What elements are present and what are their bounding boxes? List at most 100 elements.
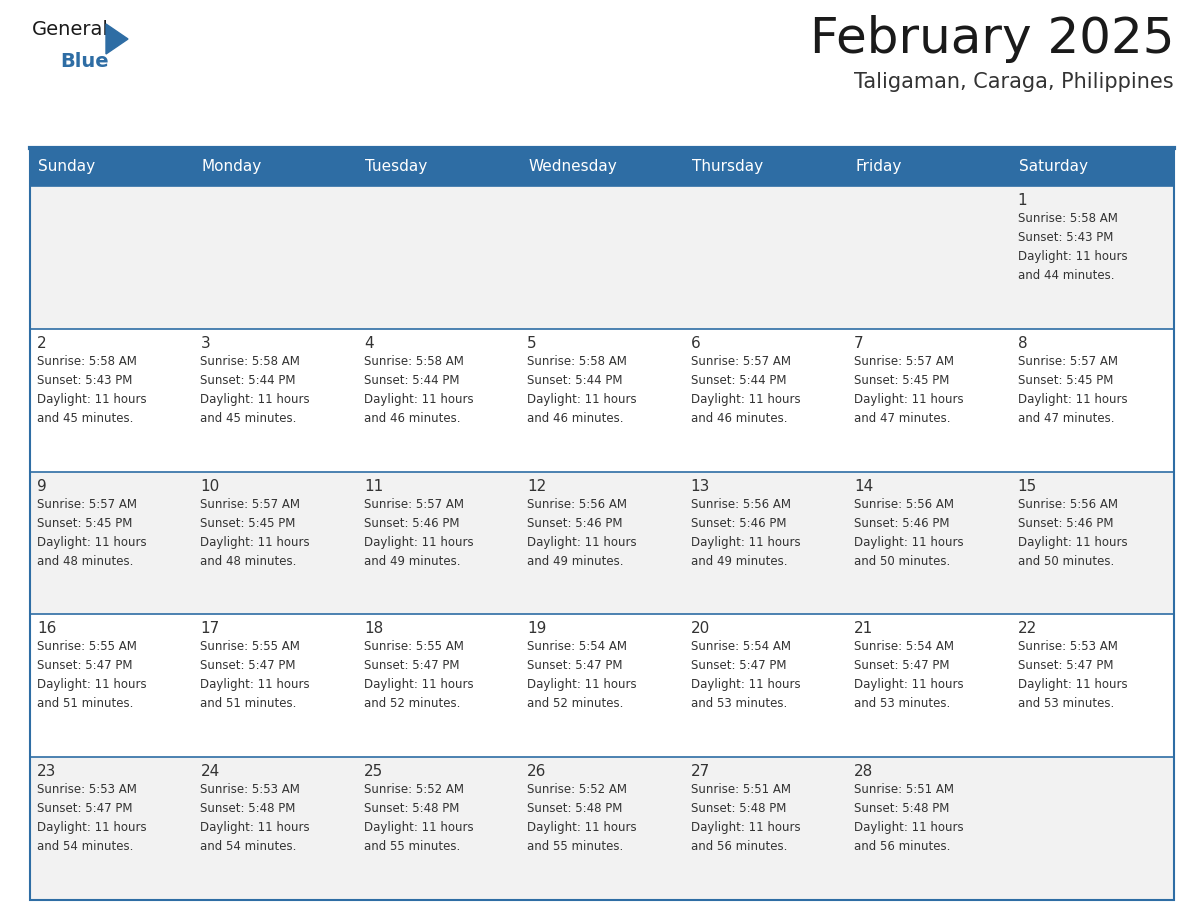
Text: and 48 minutes.: and 48 minutes. bbox=[201, 554, 297, 567]
Text: Daylight: 11 hours: Daylight: 11 hours bbox=[37, 678, 146, 691]
Text: Tuesday: Tuesday bbox=[365, 160, 428, 174]
Text: Sunset: 5:47 PM: Sunset: 5:47 PM bbox=[690, 659, 786, 672]
Text: Sunset: 5:47 PM: Sunset: 5:47 PM bbox=[527, 659, 623, 672]
Text: Sunrise: 5:56 AM: Sunrise: 5:56 AM bbox=[1018, 498, 1118, 510]
Text: Sunset: 5:47 PM: Sunset: 5:47 PM bbox=[854, 659, 949, 672]
Text: 2: 2 bbox=[37, 336, 46, 351]
Text: Sunset: 5:44 PM: Sunset: 5:44 PM bbox=[527, 374, 623, 386]
Text: Sunrise: 5:54 AM: Sunrise: 5:54 AM bbox=[527, 641, 627, 654]
Text: 6: 6 bbox=[690, 336, 701, 351]
Text: Daylight: 11 hours: Daylight: 11 hours bbox=[364, 535, 474, 549]
Text: 25: 25 bbox=[364, 764, 383, 779]
Bar bbox=[30, 757, 1174, 900]
Text: Sunset: 5:43 PM: Sunset: 5:43 PM bbox=[1018, 231, 1113, 244]
Text: Daylight: 11 hours: Daylight: 11 hours bbox=[527, 822, 637, 834]
Text: Sunrise: 5:58 AM: Sunrise: 5:58 AM bbox=[1018, 212, 1118, 225]
Text: Wednesday: Wednesday bbox=[529, 160, 617, 174]
Text: 1: 1 bbox=[1018, 193, 1028, 208]
Text: 12: 12 bbox=[527, 478, 546, 494]
Text: Sunset: 5:44 PM: Sunset: 5:44 PM bbox=[201, 374, 296, 386]
Text: Friday: Friday bbox=[855, 160, 902, 174]
Text: February 2025: February 2025 bbox=[809, 15, 1174, 63]
Text: 10: 10 bbox=[201, 478, 220, 494]
Text: and 55 minutes.: and 55 minutes. bbox=[527, 840, 624, 853]
Text: and 56 minutes.: and 56 minutes. bbox=[690, 840, 788, 853]
Text: Sunset: 5:45 PM: Sunset: 5:45 PM bbox=[854, 374, 949, 386]
Text: General: General bbox=[32, 20, 109, 39]
Text: Sunset: 5:48 PM: Sunset: 5:48 PM bbox=[854, 802, 949, 815]
Text: Sunrise: 5:58 AM: Sunrise: 5:58 AM bbox=[37, 354, 137, 368]
Text: Sunrise: 5:53 AM: Sunrise: 5:53 AM bbox=[37, 783, 137, 796]
Bar bbox=[30, 148, 1174, 900]
Text: and 46 minutes.: and 46 minutes. bbox=[690, 412, 788, 425]
Text: 22: 22 bbox=[1018, 621, 1037, 636]
Text: Monday: Monday bbox=[202, 160, 261, 174]
Text: and 46 minutes.: and 46 minutes. bbox=[527, 412, 624, 425]
Text: Daylight: 11 hours: Daylight: 11 hours bbox=[201, 822, 310, 834]
Text: 23: 23 bbox=[37, 764, 56, 779]
Bar bbox=[30, 472, 1174, 614]
Text: 11: 11 bbox=[364, 478, 383, 494]
Text: 4: 4 bbox=[364, 336, 373, 351]
Text: Sunrise: 5:56 AM: Sunrise: 5:56 AM bbox=[854, 498, 954, 510]
Text: Daylight: 11 hours: Daylight: 11 hours bbox=[364, 678, 474, 691]
Text: Sunrise: 5:54 AM: Sunrise: 5:54 AM bbox=[690, 641, 791, 654]
Text: Sunset: 5:44 PM: Sunset: 5:44 PM bbox=[690, 374, 786, 386]
Text: Daylight: 11 hours: Daylight: 11 hours bbox=[1018, 393, 1127, 406]
Text: Daylight: 11 hours: Daylight: 11 hours bbox=[201, 393, 310, 406]
Text: and 49 minutes.: and 49 minutes. bbox=[527, 554, 624, 567]
Text: Sunset: 5:48 PM: Sunset: 5:48 PM bbox=[527, 802, 623, 815]
Text: Daylight: 11 hours: Daylight: 11 hours bbox=[690, 678, 801, 691]
Bar bbox=[30, 148, 1174, 186]
Text: and 45 minutes.: and 45 minutes. bbox=[201, 412, 297, 425]
Text: 28: 28 bbox=[854, 764, 873, 779]
Text: Sunrise: 5:58 AM: Sunrise: 5:58 AM bbox=[364, 354, 463, 368]
Text: Sunrise: 5:55 AM: Sunrise: 5:55 AM bbox=[364, 641, 463, 654]
Text: Sunset: 5:45 PM: Sunset: 5:45 PM bbox=[37, 517, 132, 530]
Text: Daylight: 11 hours: Daylight: 11 hours bbox=[527, 678, 637, 691]
Bar bbox=[30, 614, 1174, 757]
Text: Sunrise: 5:57 AM: Sunrise: 5:57 AM bbox=[364, 498, 463, 510]
Text: Sunset: 5:45 PM: Sunset: 5:45 PM bbox=[1018, 374, 1113, 386]
Text: Sunrise: 5:51 AM: Sunrise: 5:51 AM bbox=[854, 783, 954, 796]
Text: Sunset: 5:48 PM: Sunset: 5:48 PM bbox=[690, 802, 786, 815]
Text: Sunrise: 5:57 AM: Sunrise: 5:57 AM bbox=[37, 498, 137, 510]
Text: 21: 21 bbox=[854, 621, 873, 636]
Text: Sunrise: 5:53 AM: Sunrise: 5:53 AM bbox=[1018, 641, 1118, 654]
Text: 19: 19 bbox=[527, 621, 546, 636]
Text: Blue: Blue bbox=[61, 52, 108, 71]
Text: and 53 minutes.: and 53 minutes. bbox=[690, 698, 786, 711]
Text: Sunrise: 5:54 AM: Sunrise: 5:54 AM bbox=[854, 641, 954, 654]
Bar bbox=[30, 186, 1174, 329]
Text: Daylight: 11 hours: Daylight: 11 hours bbox=[201, 535, 310, 549]
Text: 26: 26 bbox=[527, 764, 546, 779]
Text: and 51 minutes.: and 51 minutes. bbox=[37, 698, 133, 711]
Text: Sunset: 5:45 PM: Sunset: 5:45 PM bbox=[201, 517, 296, 530]
Text: 7: 7 bbox=[854, 336, 864, 351]
Text: Sunset: 5:43 PM: Sunset: 5:43 PM bbox=[37, 374, 132, 386]
Text: and 48 minutes.: and 48 minutes. bbox=[37, 554, 133, 567]
Text: 27: 27 bbox=[690, 764, 710, 779]
Text: and 53 minutes.: and 53 minutes. bbox=[854, 698, 950, 711]
Text: Daylight: 11 hours: Daylight: 11 hours bbox=[1018, 535, 1127, 549]
Text: Sunset: 5:47 PM: Sunset: 5:47 PM bbox=[201, 659, 296, 672]
Text: Sunrise: 5:53 AM: Sunrise: 5:53 AM bbox=[201, 783, 301, 796]
Bar bbox=[30, 329, 1174, 472]
Text: and 55 minutes.: and 55 minutes. bbox=[364, 840, 460, 853]
Text: and 47 minutes.: and 47 minutes. bbox=[854, 412, 950, 425]
Text: Sunset: 5:46 PM: Sunset: 5:46 PM bbox=[1018, 517, 1113, 530]
Text: and 52 minutes.: and 52 minutes. bbox=[527, 698, 624, 711]
Text: Sunrise: 5:58 AM: Sunrise: 5:58 AM bbox=[527, 354, 627, 368]
Text: Sunrise: 5:57 AM: Sunrise: 5:57 AM bbox=[854, 354, 954, 368]
Text: Sunrise: 5:57 AM: Sunrise: 5:57 AM bbox=[201, 498, 301, 510]
Text: Daylight: 11 hours: Daylight: 11 hours bbox=[37, 393, 146, 406]
Text: Sunset: 5:46 PM: Sunset: 5:46 PM bbox=[854, 517, 949, 530]
Text: Sunrise: 5:56 AM: Sunrise: 5:56 AM bbox=[690, 498, 791, 510]
Text: Sunset: 5:47 PM: Sunset: 5:47 PM bbox=[37, 659, 133, 672]
Text: Sunset: 5:48 PM: Sunset: 5:48 PM bbox=[201, 802, 296, 815]
Text: 17: 17 bbox=[201, 621, 220, 636]
Text: Sunset: 5:46 PM: Sunset: 5:46 PM bbox=[364, 517, 460, 530]
Text: 9: 9 bbox=[37, 478, 46, 494]
Text: 20: 20 bbox=[690, 621, 710, 636]
Text: Sunset: 5:46 PM: Sunset: 5:46 PM bbox=[527, 517, 623, 530]
